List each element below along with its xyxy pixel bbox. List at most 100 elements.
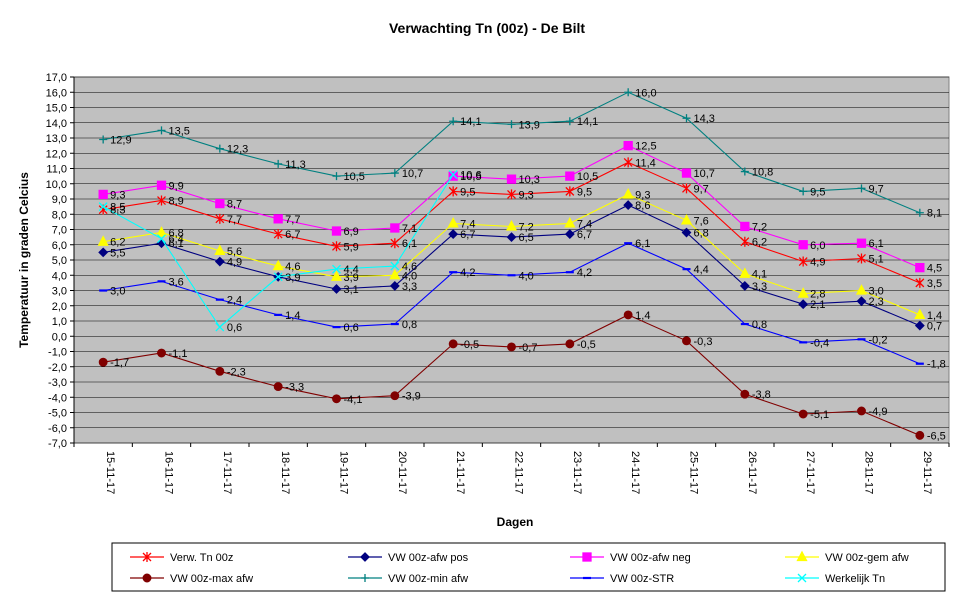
data-point <box>331 226 342 236</box>
data-label: 6,0 <box>810 240 825 252</box>
data-point <box>332 241 341 252</box>
data-label: 1,4 <box>635 310 650 322</box>
data-point <box>740 221 750 232</box>
data-label: 5,6 <box>227 246 242 258</box>
data-point <box>332 172 341 181</box>
data-point <box>448 186 458 197</box>
legend-label: VW 00z-min afw <box>388 573 468 585</box>
data-point <box>97 235 109 246</box>
y-axis: 17,0 16,0 15,0 14,0 13,0 12,0 11,0 10,0 9,0 8,0 7,… <box>46 72 75 450</box>
data-point <box>915 277 925 288</box>
x-tick-label: 20-11-17 <box>396 451 408 494</box>
data-label: 2,3 <box>869 296 884 308</box>
data-label: 6,4 <box>169 234 184 246</box>
data-point <box>390 261 400 271</box>
data-label: 1,4 <box>285 310 300 322</box>
data-point <box>361 574 369 582</box>
data-point <box>915 208 924 217</box>
data-label: 13,5 <box>169 125 190 137</box>
y-tick-label: 6,0 <box>52 240 67 252</box>
y-tick-label: 13,0 <box>46 133 67 145</box>
data-label: 5,5 <box>110 247 125 259</box>
data-point <box>682 336 691 346</box>
data-point <box>448 170 458 180</box>
data-point <box>915 430 925 440</box>
data-point <box>448 229 459 239</box>
data-point <box>390 391 400 401</box>
y-tick-label: 14,0 <box>46 118 67 130</box>
data-label: -4,9 <box>869 406 888 418</box>
series-vw-00z-gem-afw <box>97 188 926 320</box>
data-point <box>564 217 576 228</box>
data-label: -0,2 <box>869 334 888 346</box>
data-label: 6,2 <box>752 237 767 249</box>
legend-item: Werkelijk Tn <box>785 573 885 585</box>
data-point <box>796 550 808 562</box>
series-vw-00z-min-afw <box>99 88 924 217</box>
data-label: -1,8 <box>927 359 946 371</box>
data-label: 3,6 <box>169 276 184 288</box>
data-point <box>564 229 575 239</box>
data-label: 2,4 <box>227 295 242 307</box>
data-label: 7,7 <box>227 214 242 226</box>
data-point <box>740 389 750 399</box>
data-label: 9,3 <box>635 189 650 201</box>
data-point <box>389 281 400 291</box>
data-label: 11,4 <box>635 157 656 169</box>
data-point <box>215 144 224 153</box>
data-point <box>98 202 108 212</box>
data-point <box>682 114 691 123</box>
data-point <box>142 573 152 583</box>
data-label: 8,7 <box>227 199 242 211</box>
x-tick-label: 21-11-17 <box>454 451 466 494</box>
data-label: 1,4 <box>927 310 942 322</box>
data-point <box>215 213 225 224</box>
y-tick-label: 10,0 <box>46 179 67 191</box>
data-label: 8,3 <box>110 205 125 217</box>
y-tick-label: -6,0 <box>48 423 67 435</box>
y-axis-title: Temperatuur in graden Celcius <box>17 172 31 348</box>
series-vw-00z-afw-neg <box>98 140 925 273</box>
y-tick-label: 7,0 <box>52 225 67 237</box>
legend-label: VW 00z-gem afw <box>825 552 909 564</box>
data-label: 10,5 <box>460 171 481 183</box>
series-vw-00z-str <box>99 242 924 365</box>
data-labels: 8,3 8,9 7,7 6,7 5,9 6,1 9,5 9,3 9,5 11,4 9,7 6,2 4,9… <box>110 87 946 442</box>
data-label: 6,8 <box>169 228 184 240</box>
data-label: 3,0 <box>869 286 884 298</box>
y-tick-label: -3,0 <box>48 377 67 389</box>
data-point <box>682 183 691 194</box>
data-label: 7,6 <box>694 215 709 227</box>
data-label: -1,1 <box>169 348 188 360</box>
data-label: 4,4 <box>344 264 359 276</box>
data-point <box>215 198 225 209</box>
data-label: 10,5 <box>577 171 598 183</box>
x-tick-label: 17-11-17 <box>221 451 233 494</box>
data-label: -6,5 <box>927 430 946 442</box>
data-label: 7,2 <box>519 221 534 233</box>
data-point <box>582 552 592 562</box>
data-point <box>215 366 225 376</box>
data-label: 16,0 <box>635 87 656 99</box>
data-label: 4,2 <box>460 267 475 279</box>
data-label: 0,6 <box>344 322 359 334</box>
data-label: 9,3 <box>110 189 125 201</box>
legend-item: VW 00z-afw neg <box>570 552 691 564</box>
x-tick-label: 19-11-17 <box>338 451 350 494</box>
data-label: 9,5 <box>460 186 475 198</box>
data-point <box>390 223 400 233</box>
data-point <box>565 339 575 349</box>
data-label: 7,4 <box>577 218 592 230</box>
data-point <box>739 267 751 278</box>
x-tick-label: 27-11-17 <box>804 451 816 494</box>
series-vw-00z-max-afw <box>98 310 925 440</box>
y-tick-label: 2,0 <box>52 301 67 313</box>
y-tick-label: -7,0 <box>48 438 67 450</box>
data-point <box>506 174 517 184</box>
data-point <box>332 264 341 274</box>
data-label: 3,3 <box>402 281 417 293</box>
data-label: 0,6 <box>227 322 242 334</box>
data-point <box>798 240 808 250</box>
data-label: 14,1 <box>577 116 598 128</box>
x-tick-label: 28-11-17 <box>863 451 875 494</box>
